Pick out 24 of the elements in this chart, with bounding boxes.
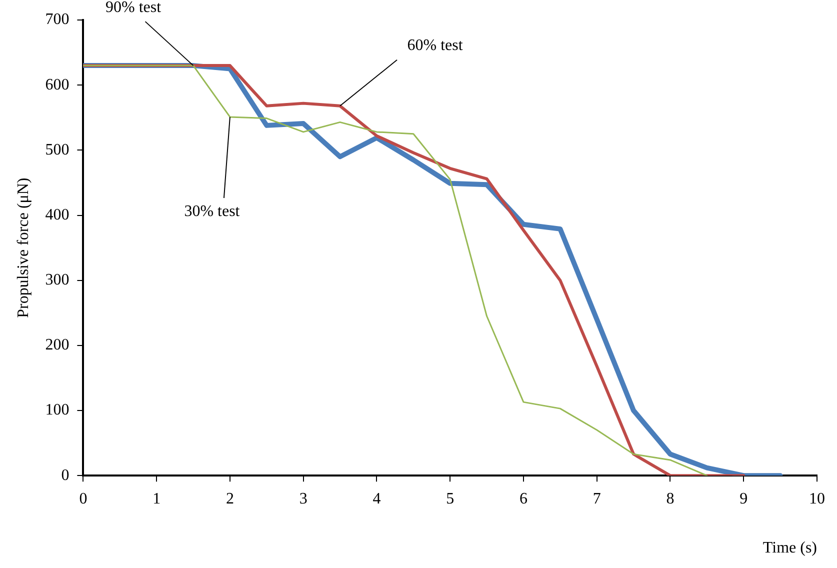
x-tick-label: 2 — [226, 490, 234, 508]
x-tick-label: 4 — [372, 490, 381, 508]
x-tick-label: 0 — [79, 490, 88, 508]
annotation: 30% test — [184, 203, 240, 220]
x-tick-label: 1 — [152, 490, 161, 508]
y-tick-label: 200 — [45, 336, 70, 354]
x-tick-label: 6 — [519, 490, 528, 508]
x-axis-title: Time (s) — [762, 540, 817, 557]
x-tick-label: 7 — [592, 490, 601, 508]
x-tick-label: 5 — [446, 490, 454, 508]
y-axis-title: Propulsive force (μN) — [14, 178, 32, 318]
y-tick-label: 100 — [45, 402, 70, 419]
y-tick-label: 300 — [45, 272, 70, 289]
y-tick-label: 0 — [61, 466, 70, 484]
y-tick-label: 500 — [45, 141, 70, 158]
y-tick-label: 700 — [45, 11, 70, 28]
annotation: 90% test — [105, 0, 162, 16]
y-tick-label: 600 — [45, 76, 70, 94]
x-tick-label: 8 — [666, 490, 674, 508]
annotation: 60% test — [407, 37, 464, 54]
x-tick-label: 3 — [299, 490, 308, 508]
x-tick-label: 10 — [809, 490, 825, 508]
y-tick-label: 400 — [45, 206, 70, 224]
x-tick-label: 9 — [740, 490, 748, 508]
